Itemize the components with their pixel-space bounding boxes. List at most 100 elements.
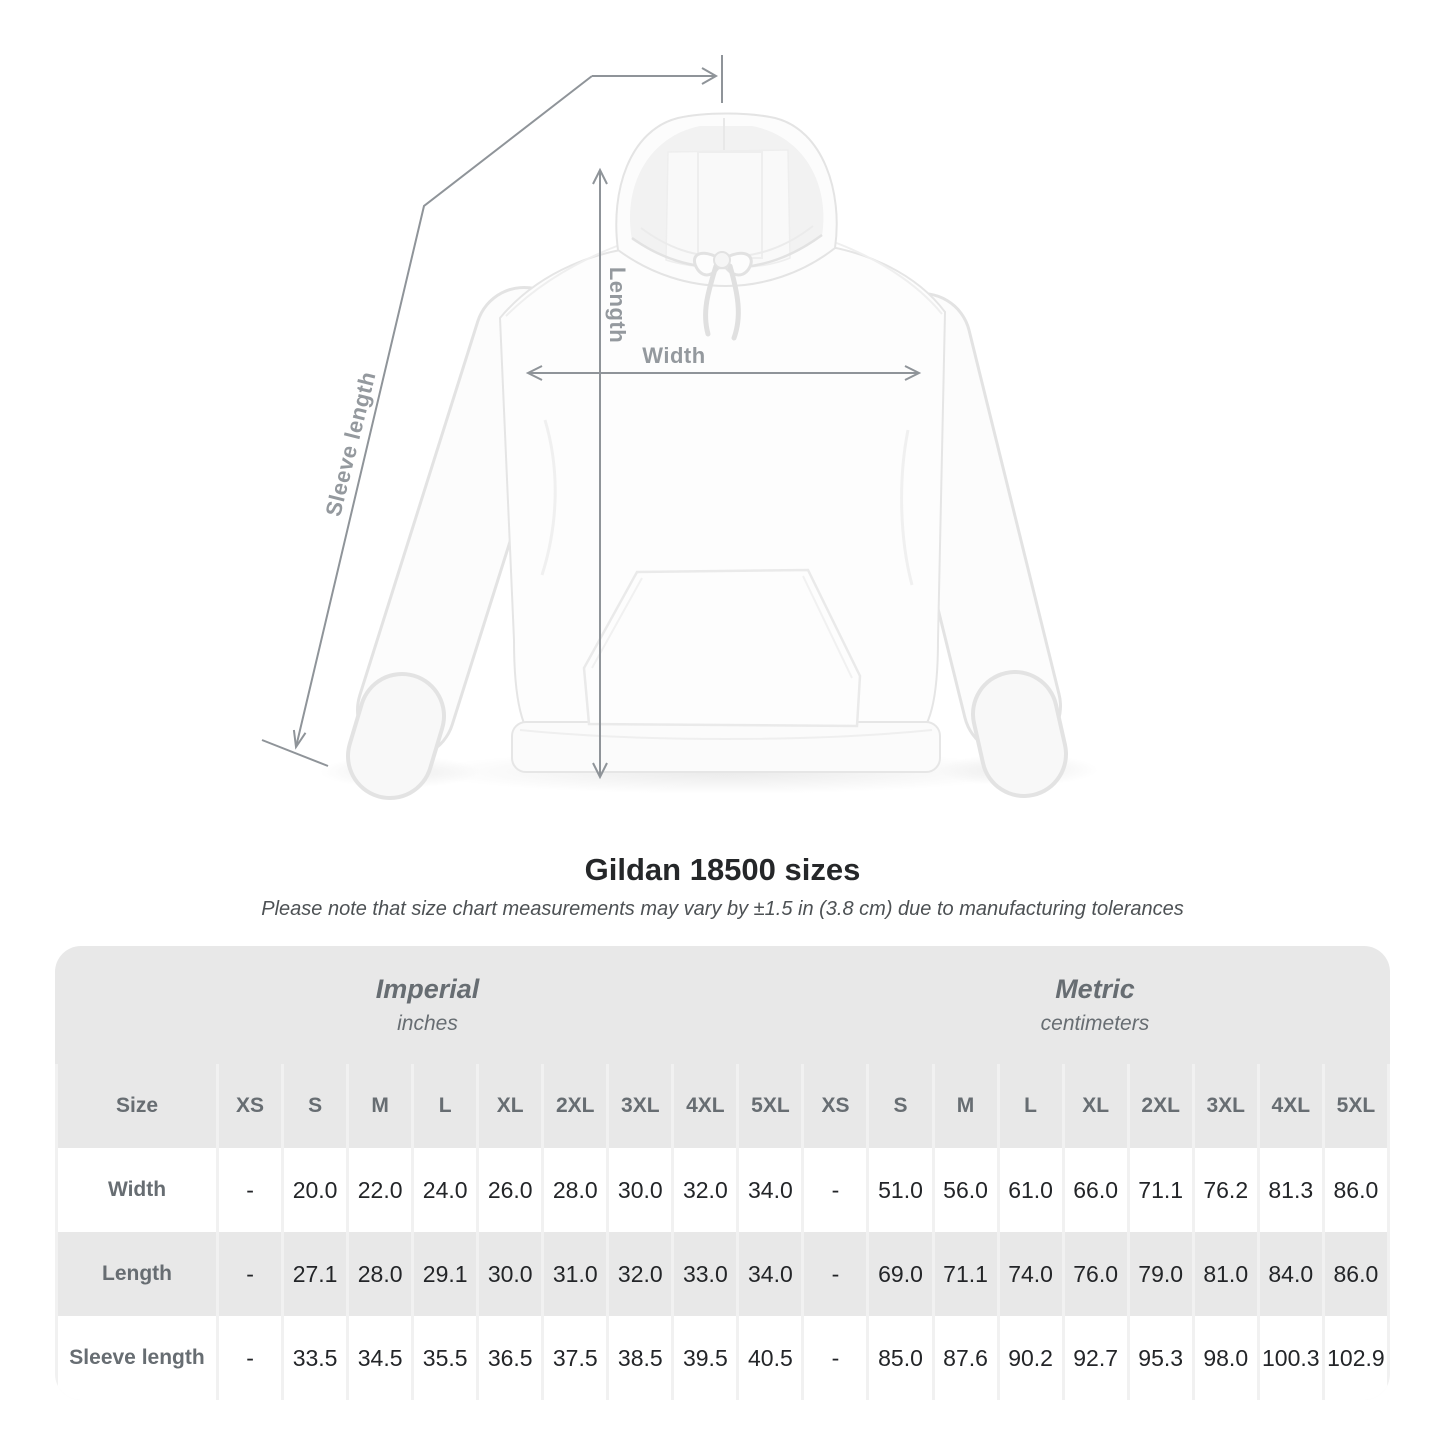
length-arrow-up xyxy=(592,167,608,185)
size-value-cell: 86.0 xyxy=(1324,1148,1387,1232)
size-value-cell: - xyxy=(804,1316,867,1400)
size-value-cell: 76.0 xyxy=(1064,1232,1127,1316)
size-value-cell: 34.5 xyxy=(349,1316,412,1400)
size-col-header: 4XL xyxy=(674,1064,737,1148)
size-value-cell: 66.0 xyxy=(1064,1148,1127,1232)
size-value-cell: 31.0 xyxy=(544,1232,607,1316)
size-value-cell: 92.7 xyxy=(1064,1316,1127,1400)
size-col-header: XL xyxy=(1064,1064,1127,1148)
size-col-header: S xyxy=(869,1064,932,1148)
size-col-header: L xyxy=(414,1064,477,1148)
size-col-header: S xyxy=(284,1064,347,1148)
size-grid: Size XS S M L XL 2XL 3XL 4XL 5XL XS S M L XL 2XL 3XL 4XL 5… xyxy=(55,1064,1390,1400)
size-value-cell: 28.0 xyxy=(349,1232,412,1316)
size-value-cell: - xyxy=(804,1148,867,1232)
size-value-cell: 71.1 xyxy=(934,1232,997,1316)
size-value-cell: 87.6 xyxy=(934,1316,997,1400)
size-table: Imperial inches Metric centimeters Size X… xyxy=(55,946,1390,1400)
sleeve-diagonal-line xyxy=(295,75,593,748)
metric-heading: Metric xyxy=(1055,974,1135,1004)
size-value-cell: 56.0 xyxy=(934,1148,997,1232)
size-col-header: 2XL xyxy=(544,1064,607,1148)
size-value-cell: 69.0 xyxy=(869,1232,932,1316)
measurement-row: Length -27.1 28.0 29.1 30.0 31.0 32.0 33.0 34.0-… xyxy=(58,1232,1387,1316)
metric-section-header: Metric centimeters xyxy=(800,946,1390,1064)
size-value-cell: 30.0 xyxy=(609,1148,672,1232)
size-col-header: XS xyxy=(219,1064,282,1148)
size-value-cell: - xyxy=(804,1232,867,1316)
size-col-header: XS xyxy=(804,1064,867,1148)
size-value-cell: 34.0 xyxy=(739,1148,802,1232)
sleeve-arrow-right xyxy=(701,67,719,85)
size-value-cell: 26.0 xyxy=(479,1148,542,1232)
size-value-cell: 40.5 xyxy=(739,1316,802,1400)
size-corner-header: Size xyxy=(58,1064,216,1148)
size-value-cell: - xyxy=(219,1232,282,1316)
size-value-cell: 51.0 xyxy=(869,1148,932,1232)
size-value-cell: 86.0 xyxy=(1324,1232,1387,1316)
size-value-cell: 81.0 xyxy=(1194,1232,1257,1316)
size-col-header: 5XL xyxy=(1324,1064,1387,1148)
imperial-unit-label: inches xyxy=(397,1012,458,1035)
measurement-row: Sleeve length - 33.5 34.5 35.5 36.5 37.5 38.5 39… xyxy=(58,1316,1387,1400)
size-value-cell: 37.5 xyxy=(544,1316,607,1400)
size-value-cell: 32.0 xyxy=(674,1148,737,1232)
size-value-cell: 34.0 xyxy=(739,1232,802,1316)
size-value-cell: 30.0 xyxy=(479,1232,542,1316)
size-guide-page: Width Length Sleeve length Gildan 18500 … xyxy=(55,55,1390,1400)
row-header: Width xyxy=(58,1148,216,1232)
hoodie-illustration xyxy=(320,112,1098,800)
imperial-section-header: Imperial inches xyxy=(55,946,800,1064)
size-value-cell: 100.3 xyxy=(1259,1316,1322,1400)
width-arrow-right xyxy=(904,365,922,381)
size-col-header: M xyxy=(349,1064,412,1148)
width-measure-label: Width xyxy=(642,343,706,368)
size-value-cell: 79.0 xyxy=(1129,1232,1192,1316)
hoodie-drawstrings xyxy=(692,251,753,341)
size-value-cell: 39.5 xyxy=(674,1316,737,1400)
size-value-cell: 33.5 xyxy=(284,1316,347,1400)
size-value-cell: 32.0 xyxy=(609,1232,672,1316)
length-measure-label: Length xyxy=(605,266,630,344)
size-value-cell: 71.1 xyxy=(1129,1148,1192,1232)
size-value-cell: 38.5 xyxy=(609,1316,672,1400)
page-title: Gildan 18500 sizes xyxy=(584,852,861,887)
size-col-header: 4XL xyxy=(1259,1064,1322,1148)
width-arrow-left xyxy=(525,365,543,381)
size-value-cell: 27.1 xyxy=(284,1232,347,1316)
row-header: Sleeve length xyxy=(58,1316,216,1400)
size-value-cell: 81.3 xyxy=(1259,1148,1322,1232)
sleeve-bottom-tick xyxy=(261,739,329,767)
size-value-cell: 98.0 xyxy=(1194,1316,1257,1400)
size-header-row: Size XS S M L XL 2XL 3XL 4XL 5XL XS S M L XL 2XL 3XL 4XL 5… xyxy=(58,1064,1387,1148)
units-band: Imperial inches Metric centimeters xyxy=(55,946,1390,1064)
size-value-cell: 85.0 xyxy=(869,1316,932,1400)
imperial-heading: Imperial xyxy=(375,974,480,1004)
measurement-lines xyxy=(261,55,922,780)
hoodie-diagram: Width Length Sleeve length xyxy=(261,55,1098,800)
size-value-cell: 76.2 xyxy=(1194,1148,1257,1232)
sleeve-arrow-bottom xyxy=(292,729,307,750)
hoodie-pocket xyxy=(582,568,862,728)
size-col-header: 3XL xyxy=(609,1064,672,1148)
row-header: Length xyxy=(58,1232,216,1316)
size-value-cell: 61.0 xyxy=(999,1148,1062,1232)
size-value-cell: 28.0 xyxy=(544,1148,607,1232)
size-col-header: XL xyxy=(479,1064,542,1148)
size-value-cell: 20.0 xyxy=(284,1148,347,1232)
size-col-header: 5XL xyxy=(739,1064,802,1148)
size-value-cell: 102.9 xyxy=(1324,1316,1387,1400)
metric-unit-label: centimeters xyxy=(1040,1012,1150,1035)
size-value-cell: 35.5 xyxy=(414,1316,477,1400)
length-arrow-down xyxy=(592,762,608,780)
size-value-cell: 29.1 xyxy=(414,1232,477,1316)
measurement-lines-group xyxy=(261,55,922,780)
size-value-cell: 74.0 xyxy=(999,1232,1062,1316)
size-value-cell: 22.0 xyxy=(349,1148,412,1232)
measurement-row: Width -20.0 22.0 24.0 26.0 28.0 30.0 32.0 34.0-5… xyxy=(58,1148,1387,1232)
size-value-cell: 84.0 xyxy=(1259,1232,1322,1316)
size-value-cell: 33.0 xyxy=(674,1232,737,1316)
tolerance-note: Please note that size chart measurements… xyxy=(261,898,1184,920)
size-value-cell: - xyxy=(219,1148,282,1232)
size-value-cell: 36.5 xyxy=(479,1316,542,1400)
